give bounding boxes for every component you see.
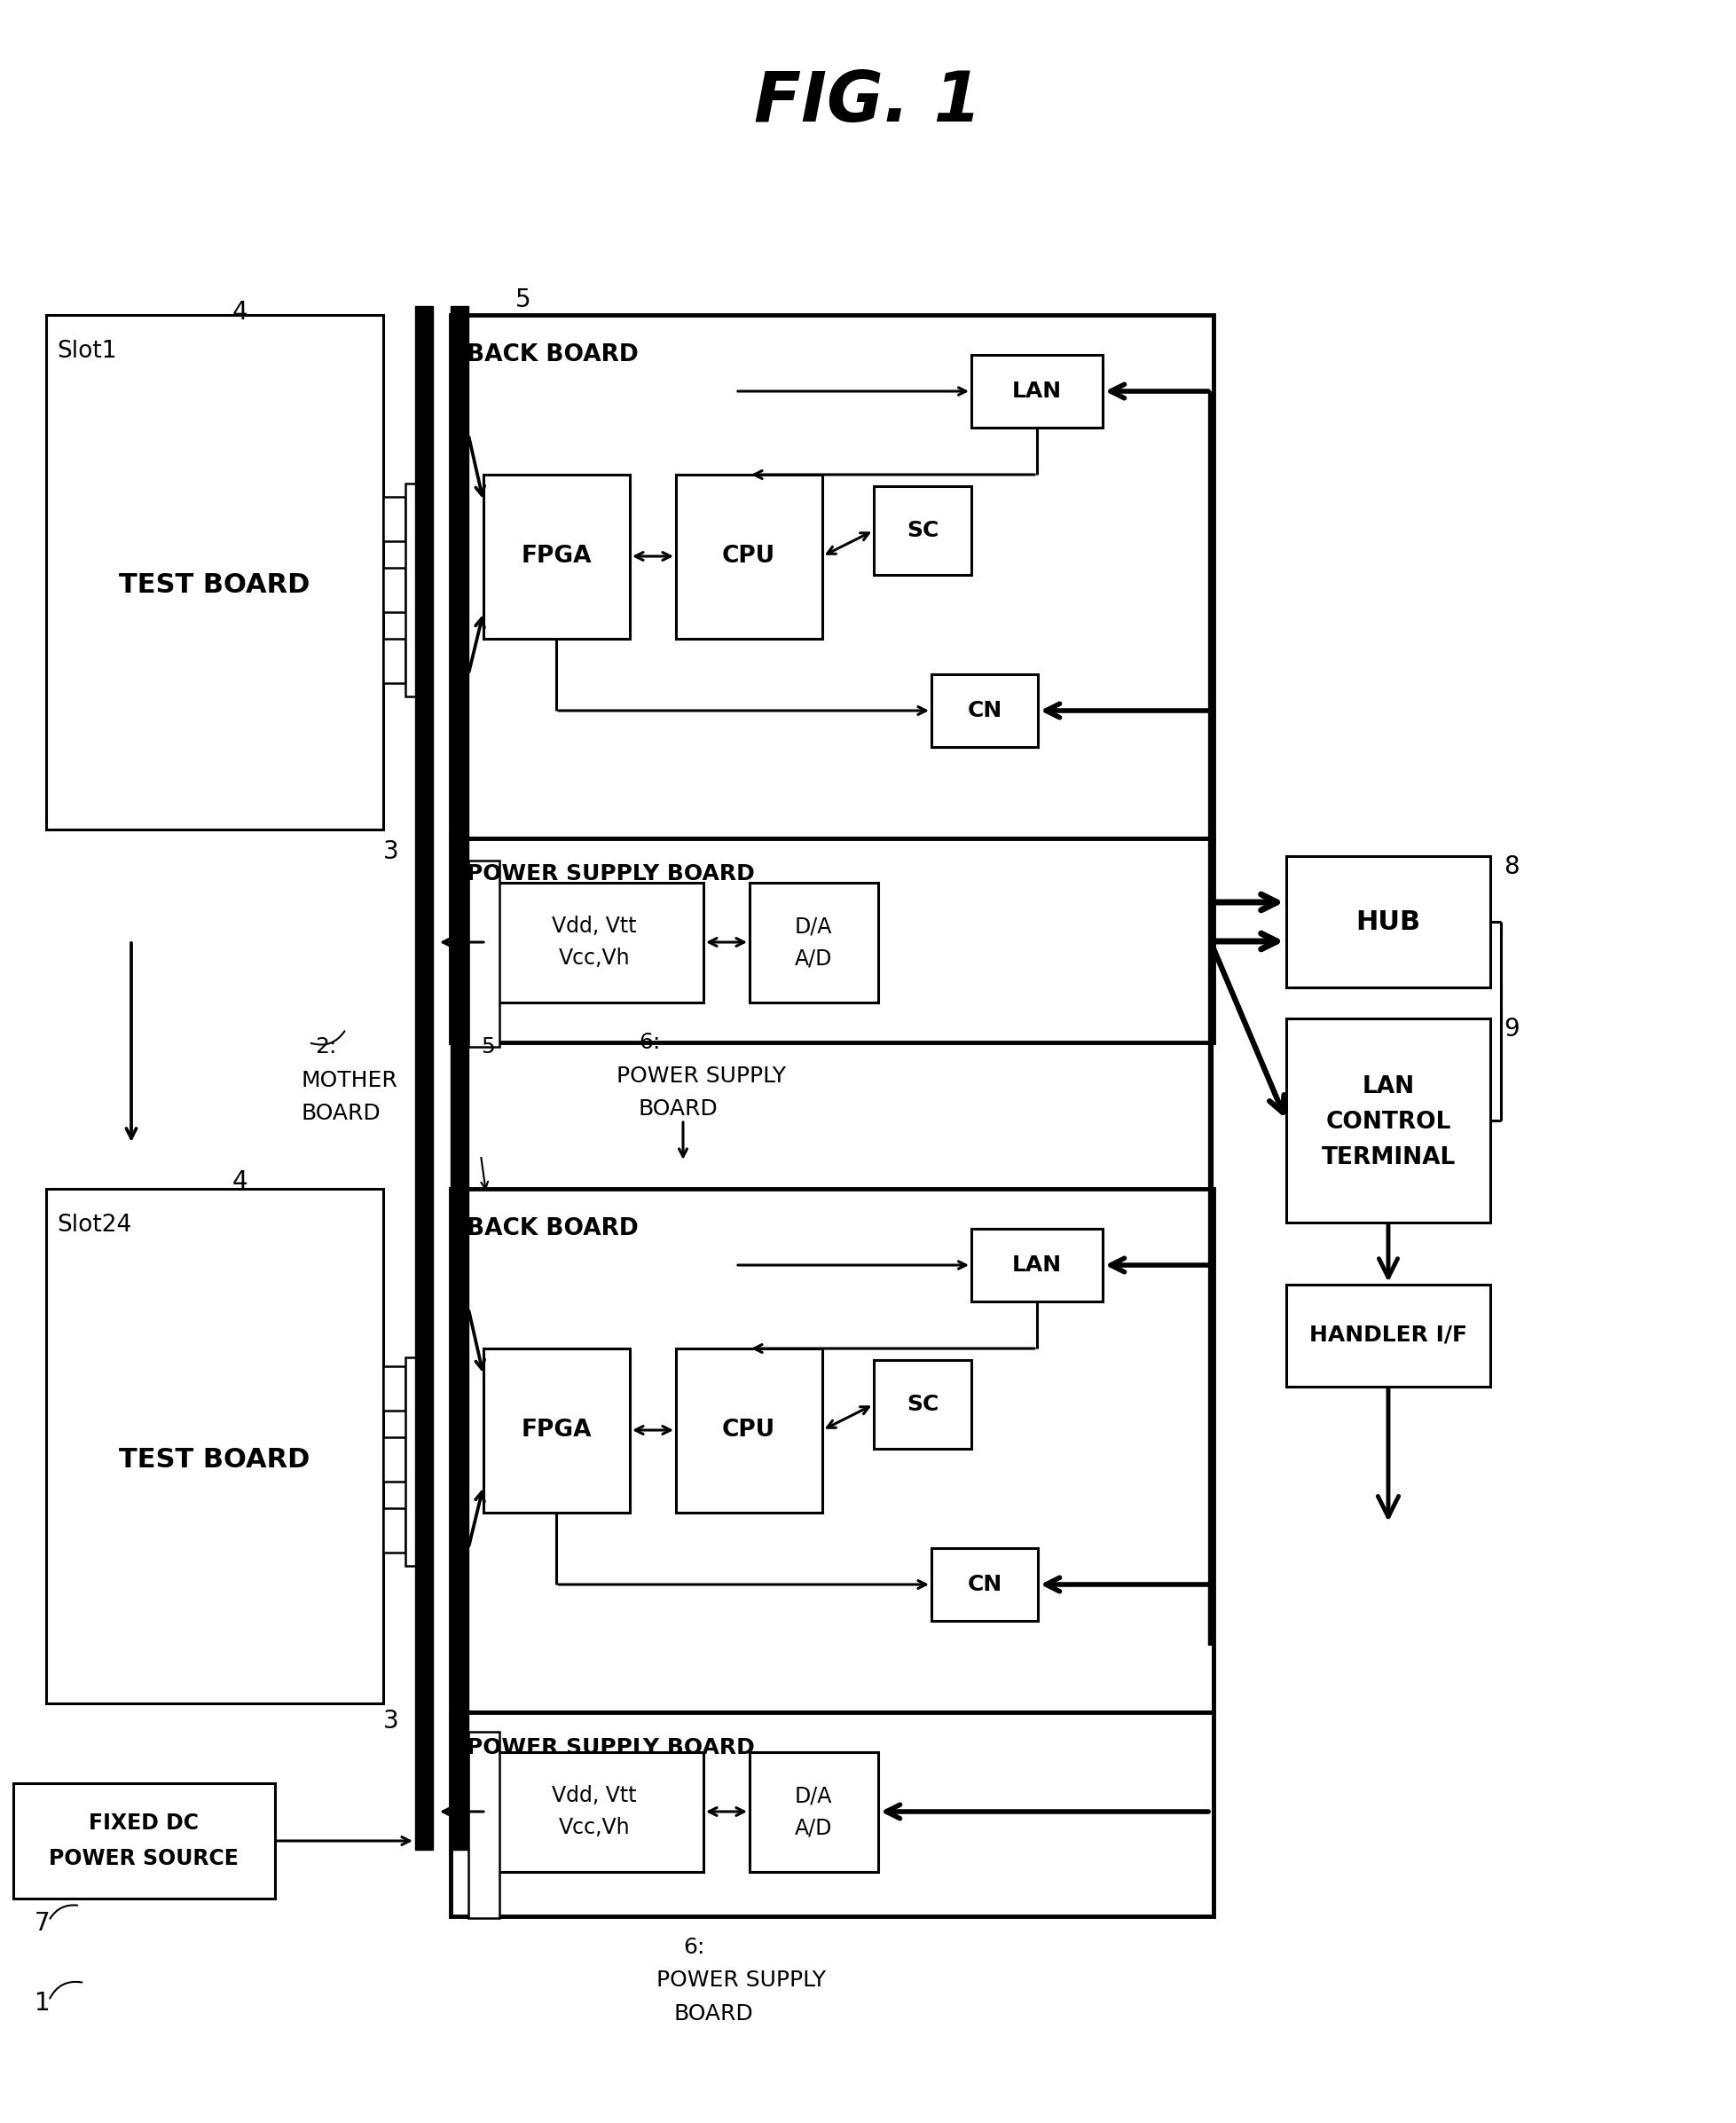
Text: 6:: 6:	[639, 1032, 660, 1053]
Text: Slot1: Slot1	[57, 340, 116, 363]
Text: 4: 4	[231, 1170, 247, 1193]
Text: BOARD: BOARD	[639, 1098, 719, 1119]
Text: HANDLER I/F: HANDLER I/F	[1309, 1325, 1467, 1346]
Text: 9: 9	[1503, 1017, 1519, 1042]
Text: 2:: 2:	[314, 1036, 337, 1057]
Bar	[972, 1229, 1102, 1301]
Bar	[384, 1367, 406, 1410]
Text: POWER SUPPLY: POWER SUPPLY	[616, 1066, 786, 1087]
Text: BACK BOARD: BACK BOARD	[467, 344, 639, 367]
Text: LAN: LAN	[1012, 1255, 1062, 1276]
Text: Slot24: Slot24	[57, 1214, 132, 1238]
Text: CN: CN	[967, 1573, 1002, 1594]
Text: Vcc,Vh: Vcc,Vh	[559, 1817, 630, 1839]
Bar	[486, 883, 703, 1002]
Text: 1: 1	[35, 1991, 50, 2015]
Bar	[932, 1548, 1038, 1620]
Bar	[47, 314, 384, 830]
Text: BOARD: BOARD	[674, 2004, 753, 2025]
Bar	[469, 860, 500, 1047]
Bar	[972, 355, 1102, 427]
Text: TEST BOARD: TEST BOARD	[120, 573, 311, 599]
Text: CPU: CPU	[722, 546, 776, 567]
Text: LAN: LAN	[1363, 1074, 1415, 1098]
Text: Vdd, Vtt: Vdd, Vtt	[552, 915, 637, 936]
Text: 5: 5	[481, 1036, 495, 1057]
Text: D/A: D/A	[795, 1785, 832, 1807]
Text: POWER SUPPLY: POWER SUPPLY	[656, 1970, 826, 1991]
Bar	[451, 306, 469, 1849]
Text: FPGA: FPGA	[521, 546, 592, 567]
Text: 4: 4	[231, 299, 247, 325]
Bar	[406, 1357, 427, 1567]
Bar	[415, 306, 432, 1849]
Text: 7: 7	[35, 1911, 50, 1936]
Text: CN: CN	[967, 701, 1002, 722]
Bar	[873, 1361, 972, 1448]
Text: POWER SOURCE: POWER SOURCE	[49, 1847, 238, 1868]
Text: POWER SUPPLY BOARD: POWER SUPPLY BOARD	[467, 864, 755, 885]
Bar	[451, 1189, 1213, 1713]
Text: BOARD: BOARD	[302, 1102, 382, 1123]
Text: POWER SUPPLY BOARD: POWER SUPPLY BOARD	[467, 1737, 755, 1758]
Text: 8: 8	[1503, 853, 1519, 879]
Text: A/D: A/D	[795, 947, 832, 968]
Bar	[469, 1732, 500, 1917]
Text: 6:: 6:	[682, 1936, 705, 1957]
Bar	[675, 476, 823, 639]
Bar	[675, 1348, 823, 1512]
Text: 5: 5	[516, 287, 531, 312]
Text: D/A: D/A	[795, 915, 832, 936]
Bar	[1286, 1284, 1489, 1386]
Text: 3: 3	[384, 1709, 399, 1734]
Text: A/D: A/D	[795, 1817, 832, 1839]
Text: CONTROL: CONTROL	[1326, 1110, 1451, 1134]
Bar	[483, 476, 630, 639]
Bar	[451, 839, 1213, 1042]
Text: SC: SC	[906, 520, 939, 541]
Bar	[406, 484, 427, 696]
Bar	[750, 1751, 878, 1872]
Bar	[1286, 856, 1489, 987]
Text: LAN: LAN	[1012, 380, 1062, 401]
Bar	[451, 314, 1213, 839]
Bar	[384, 1507, 406, 1552]
Text: SC: SC	[906, 1393, 939, 1416]
Text: FIG. 1: FIG. 1	[753, 68, 981, 136]
Bar	[451, 1713, 1213, 1917]
Bar	[932, 675, 1038, 747]
Bar	[483, 1348, 630, 1512]
Bar	[384, 497, 406, 541]
Text: MOTHER: MOTHER	[302, 1070, 398, 1091]
Text: FIXED DC: FIXED DC	[89, 1813, 198, 1834]
Text: FPGA: FPGA	[521, 1418, 592, 1442]
Bar	[486, 1751, 703, 1872]
Bar	[14, 1783, 274, 1898]
Text: CPU: CPU	[722, 1418, 776, 1442]
Bar	[47, 1189, 384, 1703]
Text: TEST BOARD: TEST BOARD	[120, 1446, 311, 1471]
Bar	[384, 639, 406, 684]
Text: 3: 3	[384, 839, 399, 864]
Bar	[384, 567, 406, 611]
Bar	[873, 486, 972, 575]
Bar	[750, 883, 878, 1002]
Text: Vdd, Vtt: Vdd, Vtt	[552, 1785, 637, 1807]
Text: HUB: HUB	[1356, 909, 1420, 934]
Text: TERMINAL: TERMINAL	[1321, 1146, 1455, 1170]
Text: Vcc,Vh: Vcc,Vh	[559, 947, 630, 968]
Text: BACK BOARD: BACK BOARD	[467, 1216, 639, 1240]
Bar	[1286, 1019, 1489, 1223]
Bar	[384, 1437, 406, 1482]
